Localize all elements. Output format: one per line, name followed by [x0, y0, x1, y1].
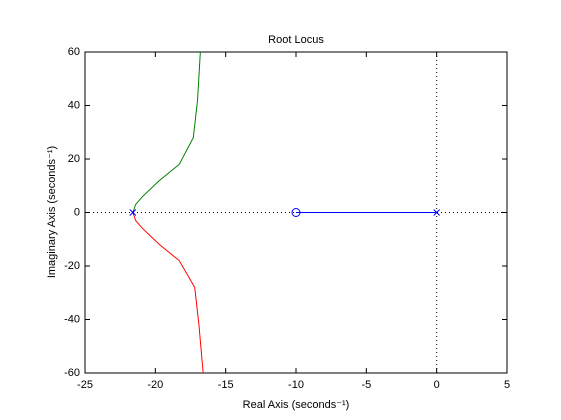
y-tick-label: 60 — [68, 46, 80, 58]
pole-marker — [129, 209, 137, 216]
y-tick-label: 0 — [74, 206, 80, 218]
y-tick-label: -60 — [64, 367, 80, 379]
x-tick-label: -25 — [77, 379, 93, 391]
y-tick-label: 20 — [68, 153, 80, 165]
y-tick-label: -20 — [64, 260, 80, 272]
chart-title: Root Locus — [268, 34, 324, 46]
x-tick-label: -5 — [361, 379, 371, 391]
x-tick-label: -15 — [218, 379, 234, 391]
y-axis-label: Imaginary Axis (seconds⁻¹) — [46, 146, 58, 278]
x-tick-label: -20 — [147, 379, 163, 391]
x-tick-label: -10 — [288, 379, 304, 391]
x-tick-label: 0 — [434, 379, 440, 391]
zero-marker — [291, 208, 301, 217]
locus-branch — [132, 212, 204, 374]
x-axis-label: Real Axis (seconds⁻¹) — [243, 399, 350, 411]
y-tick-label: -40 — [64, 313, 80, 325]
y-tick-label: 40 — [68, 99, 80, 111]
pole-marker — [433, 209, 441, 216]
x-tick-label: 5 — [504, 379, 510, 391]
locus-branch — [132, 51, 201, 213]
